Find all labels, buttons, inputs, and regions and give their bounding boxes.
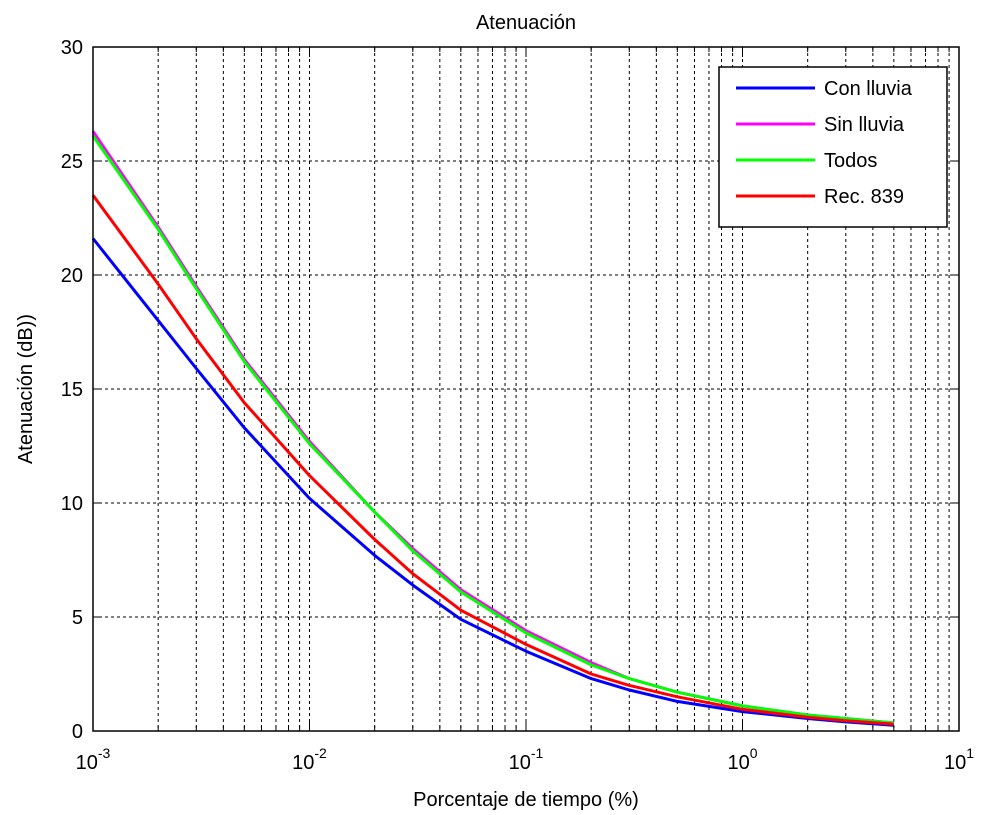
x-tick-label-base: 10 bbox=[292, 752, 314, 774]
y-tick-label: 30 bbox=[61, 37, 83, 59]
x-tick-label: 10-3 bbox=[76, 745, 111, 774]
series-line bbox=[91, 237, 894, 727]
series-line bbox=[91, 194, 894, 726]
legend-label: Con lluvia bbox=[824, 78, 913, 100]
x-tick-label-base: 10 bbox=[727, 752, 749, 774]
legend-box bbox=[718, 66, 948, 228]
y-axis-label: Atenuación (dB)) bbox=[15, 314, 37, 464]
y-tick-label: 25 bbox=[61, 151, 83, 173]
legend: Con lluvia Sin lluvia Todos Rec. 839 bbox=[718, 66, 948, 228]
x-tick-label-base: 10 bbox=[76, 752, 98, 774]
y-tick-label: 20 bbox=[61, 265, 83, 287]
legend-label: Sin lluvia bbox=[824, 114, 905, 136]
legend-label: Todos bbox=[824, 150, 877, 172]
y-tick-label: 15 bbox=[61, 379, 83, 401]
x-tick-label: 101 bbox=[944, 745, 974, 774]
series-line bbox=[91, 135, 894, 725]
x-tick-label-exponent: 0 bbox=[750, 745, 758, 761]
x-axis-label: Porcentaje de tiempo (%) bbox=[413, 789, 639, 811]
x-tick-label: 10-2 bbox=[292, 745, 327, 774]
x-tick-label-exponent: -3 bbox=[98, 745, 111, 761]
y-tick-label: 5 bbox=[72, 607, 83, 629]
legend-label: Rec. 839 bbox=[824, 186, 904, 208]
x-tick-label: 10-1 bbox=[509, 745, 544, 774]
x-tick-label-exponent: -1 bbox=[531, 745, 544, 761]
y-tick-label: 0 bbox=[72, 721, 83, 743]
grid-layer bbox=[93, 47, 959, 731]
x-tick-label: 100 bbox=[727, 745, 757, 774]
x-tick-label-base: 10 bbox=[509, 752, 531, 774]
y-tick-label: 10 bbox=[61, 493, 83, 515]
x-tick-label-exponent: 1 bbox=[966, 745, 974, 761]
chart-title: Atenuación bbox=[476, 12, 576, 34]
x-tick-label-base: 10 bbox=[944, 752, 966, 774]
x-tick-label-exponent: -2 bbox=[314, 745, 327, 761]
series-layer bbox=[91, 130, 894, 727]
